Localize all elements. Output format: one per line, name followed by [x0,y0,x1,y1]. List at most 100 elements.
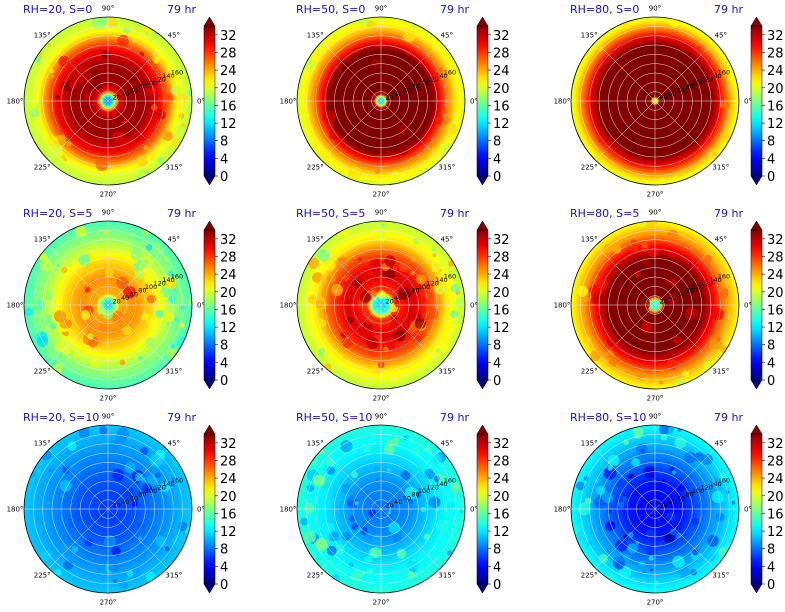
colorbar-tick-label: 4 [767,560,775,575]
panel-label: RH=50, S=0 [296,3,365,16]
angular-grid-line [595,41,656,102]
polar-panel: 0°45°90°135°180°225°270°315°20 40 60 801001… [7,411,205,607]
colorbar: 0 4 8 12 16 20 24 28 32 [203,220,237,390]
colorbar-body [203,25,216,177]
colorbar-tick-label: 32 [767,437,784,452]
angular-grid-line [654,304,715,365]
angle-tick-label: 180° [554,98,571,106]
radial-tick-label: 100 [692,79,704,87]
colorbar-tick-label: 0 [767,578,775,593]
angle-tick-label: 180° [7,506,24,514]
angular-grid-line [654,100,715,161]
angle-tick-label: 0° [197,302,205,310]
colorbar-tick-label: 4 [493,152,501,167]
radial-tick-label: 80 [411,287,419,295]
radial-tick-label: 160 [171,476,183,484]
colorbar: 0 4 8 12 16 20 24 28 32 [476,424,510,594]
colorbar-tick-label: 24 [493,268,510,283]
colorbar-tick-label: 0 [493,170,501,185]
radial-tick-label: 120 [700,280,712,288]
panel-label: RH=20, S=5 [23,207,92,220]
radial-tick-label: 80 [685,83,693,91]
angular-grid-line [48,41,109,102]
field-texture [571,425,739,586]
radial-tick-label: 80 [138,287,146,295]
angular-grid-line [380,304,441,365]
angle-tick-label: 180° [7,302,24,310]
angular-grid-line [595,245,656,306]
angular-grid-line [321,508,382,569]
panel-time: 79 hr [167,3,196,16]
radial-tick-label: 160 [171,68,183,76]
angular-grid-line [654,245,715,306]
angular-grid-line [107,41,168,102]
colorbar-body [476,229,489,381]
panel-label: RH=50, S=10 [296,411,372,424]
colorbar-tick-label: 32 [220,437,237,452]
radial-tick-label: 140 [162,276,174,284]
polar-frame [296,220,466,390]
colorbar-tick-label: 20 [220,286,237,301]
colorbar-tick-label: 16 [220,99,237,114]
polar-panel: 0°45°90°135°180°225°270°315°20 40 60 801001… [554,3,752,199]
angle-tick-label: 225° [34,367,51,375]
angle-tick-label: 135° [581,440,598,448]
angle-tick-label: 90° [102,5,114,13]
radial-tick-label: 140 [709,480,721,488]
angle-tick-label: 0° [744,98,752,106]
polar-panel: 0°45°90°135°180°225°270°315°20 40 60 801001… [280,411,478,607]
angular-grid-line [321,245,382,306]
radial-tick-label: 20 [112,501,120,509]
polar-frame [570,220,740,390]
radial-tick-label: 140 [435,72,447,80]
colorbar-tick-label: 24 [220,268,237,283]
colorbar-body [750,25,763,177]
angle-tick-label: 180° [7,98,24,106]
colorbar-body [203,433,216,585]
colorbar-tick-label: 0 [220,578,228,593]
angle-tick-label: 270° [100,191,117,199]
radial-tick-label: 40 [394,498,402,506]
colorbar-extend-min [750,175,763,186]
colorbar-tick-label: 4 [220,152,228,167]
radial-tick-label: 20 [385,297,393,305]
radial-tick-label: 160 [444,272,456,280]
angle-tick-label: 225° [34,571,51,579]
colorbar-tick-label: 20 [493,490,510,505]
angle-tick-label: 315° [438,367,455,375]
angle-tick-label: 0° [197,98,205,106]
angle-tick-label: 315° [165,163,182,171]
angle-tick-label: 225° [581,571,598,579]
colorbar-tick-label: 28 [493,47,510,62]
polar-frame [296,424,466,594]
panel-time: 79 hr [440,411,469,424]
polar-frame [23,424,193,594]
colorbar-extend-max [203,424,216,435]
angle-tick-label: 45° [441,32,453,40]
colorbar-tick-label: 32 [767,29,784,44]
radial-tick-label: 160 [444,476,456,484]
angle-tick-label: 0° [744,506,752,514]
radial-tick-label: 120 [153,280,165,288]
colorbar: 0 4 8 12 16 20 24 28 32 [476,16,510,186]
colorbar-tick-label: 20 [767,286,784,301]
polar-frame [570,424,740,594]
colorbar-tick-label: 16 [220,507,237,522]
radial-tick-label: 40 [394,294,402,302]
angle-tick-label: 180° [280,98,297,106]
panel-label: RH=20, S=0 [23,3,92,16]
colorbar-tick-label: 24 [767,268,784,283]
angle-tick-label: 45° [715,236,727,244]
radial-tick-label: 60 [130,494,138,502]
colorbar-tick-label: 32 [220,29,237,44]
angle-tick-label: 135° [581,236,598,244]
angle-tick-label: 0° [197,506,205,514]
radial-tick-label: 40 [121,498,129,506]
colorbar-extend-max [203,16,216,27]
colorbar-extend-max [203,220,216,231]
field-texture [577,221,730,387]
angle-tick-label: 45° [168,32,180,40]
angle-tick-label: 90° [375,5,387,13]
colorbar-tick-label: 32 [767,233,784,248]
angle-tick-label: 270° [373,599,390,607]
